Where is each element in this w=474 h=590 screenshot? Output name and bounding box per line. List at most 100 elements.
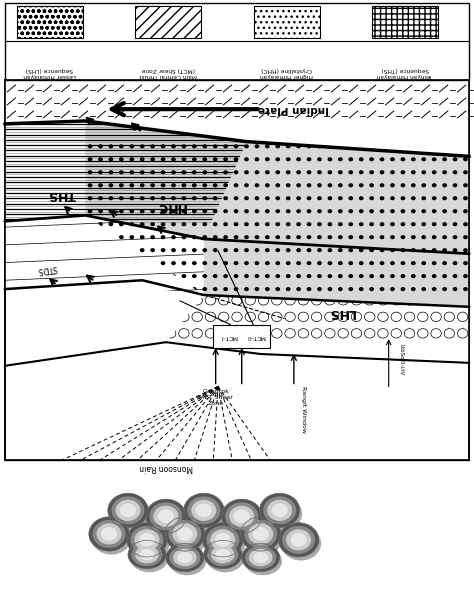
Ellipse shape — [119, 196, 124, 200]
Ellipse shape — [298, 312, 309, 322]
Ellipse shape — [380, 209, 384, 213]
Ellipse shape — [253, 552, 268, 563]
Ellipse shape — [262, 497, 302, 531]
Ellipse shape — [192, 144, 197, 148]
Ellipse shape — [442, 144, 447, 148]
Ellipse shape — [296, 222, 301, 226]
Ellipse shape — [328, 287, 332, 291]
Ellipse shape — [359, 248, 364, 253]
Ellipse shape — [348, 183, 353, 187]
Ellipse shape — [296, 209, 301, 213]
Ellipse shape — [285, 329, 295, 338]
Ellipse shape — [109, 157, 113, 161]
Ellipse shape — [111, 496, 145, 525]
Text: Main Central Thrust
(MCT) Shear Zone: Main Central Thrust (MCT) Shear Zone — [139, 67, 197, 78]
Ellipse shape — [328, 170, 332, 174]
Ellipse shape — [338, 196, 343, 200]
Ellipse shape — [158, 509, 174, 523]
Ellipse shape — [150, 248, 155, 253]
Ellipse shape — [161, 209, 165, 213]
Ellipse shape — [88, 261, 92, 266]
Ellipse shape — [98, 209, 103, 213]
Ellipse shape — [171, 196, 176, 200]
Ellipse shape — [248, 523, 273, 545]
Ellipse shape — [150, 170, 155, 174]
Ellipse shape — [211, 546, 235, 563]
Ellipse shape — [411, 222, 416, 226]
Ellipse shape — [173, 549, 197, 566]
Ellipse shape — [135, 546, 159, 563]
Ellipse shape — [267, 500, 292, 521]
Ellipse shape — [432, 183, 437, 187]
Ellipse shape — [129, 222, 134, 226]
Ellipse shape — [380, 196, 384, 200]
Text: Indian Plate: Indian Plate — [258, 104, 329, 114]
Ellipse shape — [129, 157, 134, 161]
Ellipse shape — [258, 312, 269, 322]
Ellipse shape — [391, 329, 401, 338]
Ellipse shape — [369, 287, 374, 291]
Ellipse shape — [234, 144, 238, 148]
Ellipse shape — [401, 222, 405, 226]
Ellipse shape — [275, 235, 280, 240]
Ellipse shape — [317, 235, 322, 240]
Ellipse shape — [140, 183, 145, 187]
Ellipse shape — [348, 157, 353, 161]
Ellipse shape — [338, 222, 343, 226]
Ellipse shape — [129, 209, 134, 213]
Ellipse shape — [296, 261, 301, 266]
Ellipse shape — [328, 222, 332, 226]
Ellipse shape — [192, 329, 202, 338]
Ellipse shape — [109, 170, 113, 174]
Ellipse shape — [328, 274, 332, 278]
Ellipse shape — [255, 222, 259, 226]
Ellipse shape — [281, 526, 321, 560]
Ellipse shape — [338, 144, 343, 148]
Ellipse shape — [213, 274, 218, 278]
Ellipse shape — [351, 312, 362, 322]
Ellipse shape — [463, 144, 468, 148]
Ellipse shape — [442, 274, 447, 278]
Ellipse shape — [98, 157, 103, 161]
Ellipse shape — [380, 287, 384, 291]
Ellipse shape — [338, 248, 343, 253]
Ellipse shape — [127, 523, 167, 557]
Ellipse shape — [255, 196, 259, 200]
Ellipse shape — [167, 520, 208, 555]
Ellipse shape — [182, 144, 186, 148]
Ellipse shape — [453, 209, 457, 213]
Ellipse shape — [187, 496, 220, 525]
Ellipse shape — [317, 287, 322, 291]
Ellipse shape — [213, 261, 218, 266]
Ellipse shape — [338, 170, 343, 174]
Ellipse shape — [265, 287, 270, 291]
Ellipse shape — [150, 144, 155, 148]
Ellipse shape — [390, 170, 395, 174]
Ellipse shape — [258, 329, 269, 338]
Ellipse shape — [411, 248, 416, 253]
Text: Lesser Himalayan
Sequence (LHS): Lesser Himalayan Sequence (LHS) — [23, 67, 76, 78]
Ellipse shape — [432, 235, 437, 240]
Ellipse shape — [140, 261, 145, 266]
Ellipse shape — [275, 170, 280, 174]
Ellipse shape — [192, 261, 197, 266]
Ellipse shape — [317, 209, 322, 213]
Ellipse shape — [119, 157, 124, 161]
Ellipse shape — [444, 312, 455, 322]
Ellipse shape — [286, 274, 291, 278]
Ellipse shape — [244, 183, 249, 187]
Ellipse shape — [411, 196, 416, 200]
Ellipse shape — [307, 248, 311, 253]
Ellipse shape — [182, 209, 186, 213]
Ellipse shape — [244, 196, 249, 200]
Ellipse shape — [213, 222, 218, 226]
Ellipse shape — [202, 523, 243, 557]
Ellipse shape — [444, 329, 455, 338]
Ellipse shape — [109, 235, 113, 240]
Polygon shape — [5, 83, 246, 239]
Ellipse shape — [245, 312, 255, 322]
Ellipse shape — [161, 274, 165, 278]
Ellipse shape — [380, 261, 384, 266]
Ellipse shape — [140, 248, 145, 253]
Ellipse shape — [307, 274, 311, 278]
